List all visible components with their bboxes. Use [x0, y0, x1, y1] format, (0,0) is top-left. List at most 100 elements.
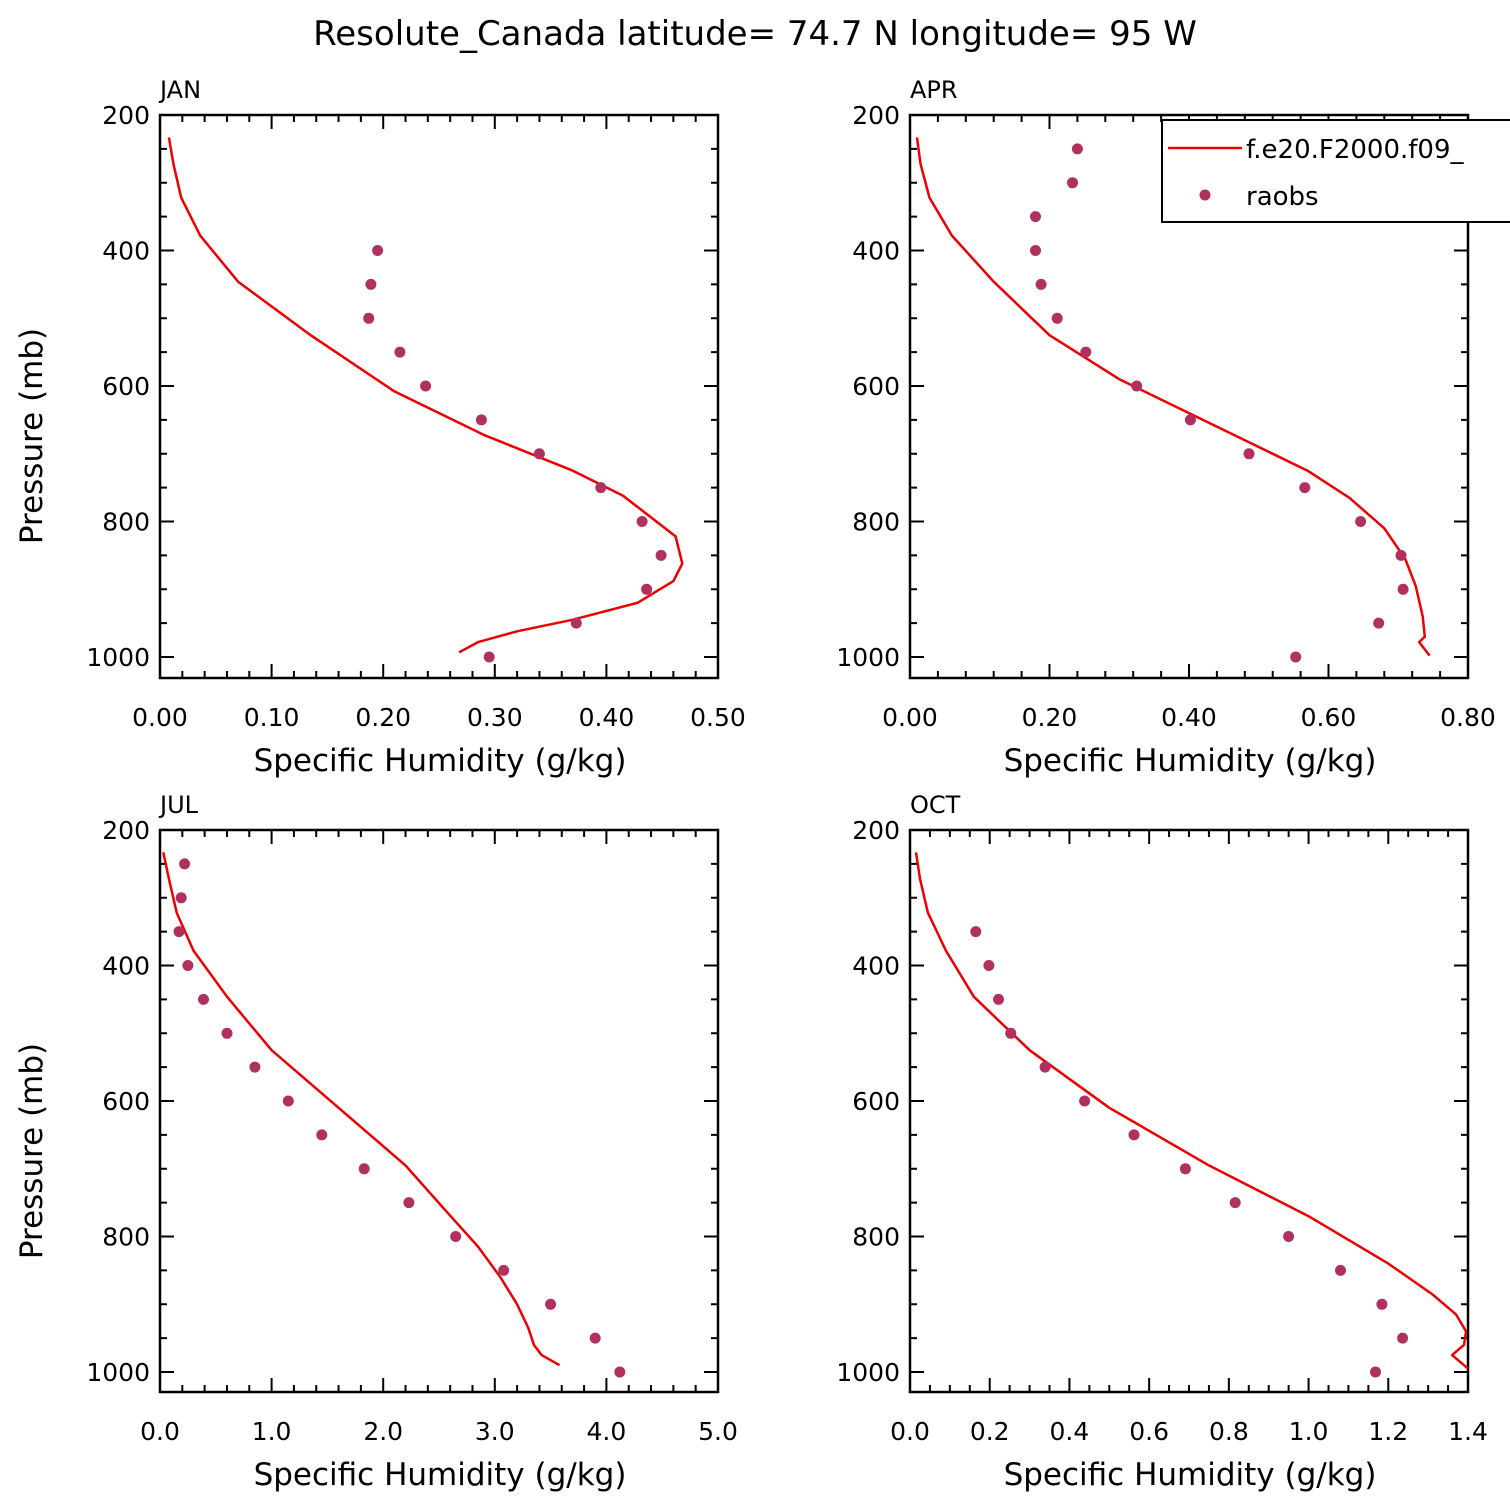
obs-point [655, 549, 667, 561]
obs-point [394, 346, 406, 358]
y-tick-label: 800 [102, 508, 150, 537]
obs-point [983, 960, 995, 971]
y-tick-label: 800 [102, 1223, 150, 1252]
y-tick-label: 600 [852, 372, 900, 401]
x-tick-label: 0.30 [467, 703, 523, 732]
legend-model-label: f.e20.F2000.f09_ [1246, 135, 1464, 165]
obs-point [1290, 651, 1302, 663]
obs-point [1283, 1231, 1295, 1242]
obs-point [1335, 1264, 1346, 1276]
obs-point [1395, 549, 1407, 561]
obs-point [363, 312, 375, 324]
obs-point [1035, 278, 1047, 290]
y-tick-label: 1000 [836, 643, 900, 672]
obs-point [533, 448, 545, 460]
x-tick-label: 2.0 [363, 1417, 403, 1446]
y-tick-label: 800 [852, 1223, 900, 1252]
x-axis-label: Specific Humidity (g/kg) [1004, 743, 1377, 779]
obs-point [173, 926, 185, 938]
y-tick-label: 1000 [86, 643, 150, 672]
obs-point [589, 1332, 601, 1344]
obs-point [1397, 583, 1409, 595]
legend-box [1161, 119, 1510, 223]
x-tick-label: 0.40 [579, 703, 635, 732]
y-tick-label: 600 [102, 1087, 150, 1116]
model-line [915, 137, 1431, 657]
plot-frame [158, 113, 720, 680]
obs-point [614, 1366, 626, 1378]
obs-point [365, 278, 377, 290]
x-tick-label: 0.0 [140, 1417, 180, 1446]
obs-point [545, 1298, 557, 1310]
obs-point [1355, 516, 1367, 527]
y-axis-label: Pressure (mb) [14, 328, 50, 544]
x-tick-label: 0.00 [132, 703, 188, 732]
obs-point [483, 651, 495, 663]
x-tick-label: 0.6 [1129, 1417, 1169, 1446]
x-tick-label: 0.60 [1301, 703, 1357, 732]
model-line [914, 852, 1469, 1370]
obs-point [1051, 312, 1063, 324]
obs-point [641, 583, 653, 595]
obs-point [403, 1197, 415, 1209]
legend: f.e20.F2000.f09_ raobs [1161, 119, 1510, 223]
obs-point [1373, 617, 1385, 629]
obs-point [475, 414, 487, 426]
y-tick-label: 600 [852, 1087, 900, 1116]
x-tick-label: 1.0 [252, 1417, 292, 1446]
obs-point [1179, 1163, 1191, 1175]
plot-frame [158, 828, 720, 1394]
obs-point [1370, 1366, 1381, 1378]
panel-label: OCT [910, 791, 961, 819]
panel-label: JAN [158, 76, 201, 104]
x-tick-label: 0.80 [1440, 703, 1496, 732]
obs-point [1128, 1129, 1140, 1141]
obs-point [175, 892, 187, 904]
x-axis-label: Specific Humidity (g/kg) [1004, 1457, 1377, 1493]
x-tick-label: 5.0 [698, 1417, 738, 1446]
y-tick-label: 1000 [836, 1358, 900, 1387]
y-tick-label: 400 [852, 952, 900, 981]
x-tick-label: 4.0 [587, 1417, 627, 1446]
model-line [162, 852, 561, 1367]
obs-point [1005, 1027, 1017, 1039]
x-tick-label: 0.20 [355, 703, 411, 732]
obs-point [1071, 143, 1083, 155]
panel-jan: 200 400 600 800 1000 0.00 0.10 0.20 0.30 0.40 0.50… [14, 76, 746, 779]
y-axis-label: Pressure (mb) [14, 1043, 50, 1259]
y-tick-label: 400 [102, 237, 150, 266]
obs-point [1299, 482, 1311, 494]
x-tick-label: 0.8 [1209, 1417, 1249, 1446]
obs-point [993, 993, 1004, 1005]
panel-label: JUL [158, 791, 199, 819]
panel-oct: 200 400 600 800 1000 0.0 0.2 0.4 0.6 0.8 1.0 1.2 1.4… [836, 791, 1488, 1493]
figure-title: Resolute_Canada latitude= 74.7 N longitu… [313, 14, 1197, 54]
obs-point [372, 245, 384, 256]
x-tick-label: 0.40 [1161, 703, 1217, 732]
x-tick-label: 3.0 [475, 1417, 515, 1446]
obs-point [198, 993, 209, 1005]
obs-point [1184, 414, 1196, 426]
obs-point [1080, 346, 1092, 358]
x-tick-label: 1.2 [1368, 1417, 1408, 1446]
obs-point [249, 1061, 261, 1073]
obs-point [1376, 1298, 1388, 1310]
obs-point [450, 1231, 462, 1242]
x-tick-label: 1.4 [1448, 1417, 1488, 1446]
x-axis-label: Specific Humidity (g/kg) [254, 743, 627, 779]
x-tick-label: 0.4 [1050, 1417, 1090, 1446]
panel-jul: 200 400 600 800 1000 0.0 1.0 2.0 3.0 4.0 5.0 Specif… [14, 791, 738, 1493]
x-tick-label: 0.0 [890, 1417, 930, 1446]
legend-obs-label: raobs [1246, 182, 1319, 212]
obs-point [1030, 211, 1041, 223]
x-tick-label: 0.10 [244, 703, 300, 732]
obs-point [1131, 380, 1143, 392]
y-tick-label: 400 [852, 237, 900, 266]
obs-point [498, 1264, 510, 1276]
obs-point [316, 1129, 328, 1141]
y-tick-label: 800 [852, 508, 900, 537]
obs-point [1067, 177, 1078, 189]
obs-point [1397, 1332, 1409, 1344]
panel-label: APR [910, 76, 958, 104]
